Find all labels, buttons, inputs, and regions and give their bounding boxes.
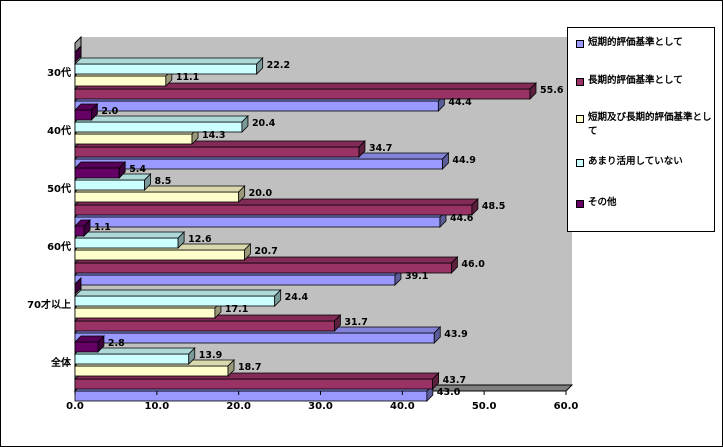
data-label: 43.0 — [437, 387, 461, 398]
x-tick-label: 30.0 — [308, 401, 333, 412]
data-label: 20.4 — [252, 118, 276, 129]
bar — [74, 347, 196, 365]
legend-label: 短期的評価基準として — [588, 37, 683, 48]
bar — [74, 219, 91, 237]
legend-swatch — [576, 115, 584, 123]
legend-label: その他 — [588, 197, 617, 208]
data-label: 14.3 — [202, 130, 225, 141]
data-label: 48.5 — [482, 201, 505, 212]
legend-item: あまり活用していない — [576, 155, 712, 169]
legend-swatch — [576, 40, 584, 48]
x-axis-ticks: 0.0 10.0 20.0 30.0 40.0 50.0 60.0 — [66, 391, 578, 412]
category-label: 50代 — [47, 182, 71, 195]
bar — [74, 231, 186, 249]
bar — [74, 103, 99, 121]
bar — [74, 335, 105, 353]
bars — [74, 45, 537, 402]
data-label: 1.1 — [94, 222, 111, 233]
data-label: 55.6 — [540, 85, 564, 96]
data-label: 20.7 — [254, 246, 277, 257]
data-label: 5.4 — [129, 164, 146, 175]
x-tick-label: 10.0 — [144, 401, 169, 412]
data-label: 31.7 — [344, 317, 367, 328]
bar — [74, 161, 127, 179]
category-label: 70才以上 — [27, 298, 71, 311]
legend-swatch — [576, 78, 584, 86]
x-tick-label: 0.0 — [66, 401, 84, 412]
legend-item: 短期的評価基準として — [576, 36, 712, 50]
data-label: 12.6 — [188, 234, 212, 245]
data-label: 44.4 — [448, 97, 472, 108]
bar — [74, 57, 264, 75]
legend-item: その他 — [576, 196, 712, 210]
legend-label: 短期及び長期的評価基準として — [588, 112, 712, 137]
data-label: 8.5 — [155, 176, 172, 187]
data-label: 17.1 — [225, 304, 248, 315]
data-labels: 44.4 55.6 11.1 22.2 44.9 34.7 14.3 20.4 2.0 44.6 4… — [94, 60, 564, 398]
legend-swatch — [576, 159, 584, 167]
category-label: 全体 — [50, 356, 72, 369]
legend-label: あまり活用していない — [588, 156, 683, 167]
legend-item: 長期的評価基準として — [576, 74, 712, 88]
bar — [74, 82, 537, 100]
x-tick-label: 60.0 — [554, 401, 579, 412]
data-label: 2.8 — [108, 338, 125, 349]
legend-swatch — [576, 200, 584, 208]
bar — [74, 289, 282, 307]
category-label: 30代 — [47, 66, 71, 79]
data-label: 13.9 — [199, 350, 222, 361]
bar — [74, 256, 459, 274]
bar — [74, 277, 82, 295]
data-label: 34.7 — [369, 143, 392, 154]
data-label: 11.1 — [176, 72, 199, 83]
data-label: 39.1 — [405, 271, 428, 282]
legend-label: 長期的評価基準として — [588, 75, 683, 86]
data-label: 2.0 — [101, 106, 118, 117]
category-label: 40代 — [47, 124, 71, 137]
data-label: 43.9 — [444, 329, 467, 340]
bar — [74, 45, 82, 63]
category-label: 60代 — [47, 240, 71, 253]
data-label: 43.7 — [443, 375, 466, 386]
data-label: 22.2 — [267, 60, 290, 71]
data-label: 18.7 — [238, 362, 261, 373]
data-label: 44.9 — [452, 155, 475, 166]
legend: 短期的評価基準として 長期的評価基準として短期及び長期的評価基準としてあまり活用し… — [567, 27, 715, 232]
x-tick-label: 40.0 — [390, 401, 415, 412]
data-label: 44.6 — [450, 213, 474, 224]
x-tick-label: 20.0 — [226, 401, 251, 412]
x-tick-label: 50.0 — [472, 401, 497, 412]
data-label: 24.4 — [285, 292, 309, 303]
data-label: 46.0 — [461, 259, 485, 270]
data-label: 20.0 — [249, 188, 273, 199]
legend-item: 短期及び長期的評価基準として — [576, 111, 712, 139]
